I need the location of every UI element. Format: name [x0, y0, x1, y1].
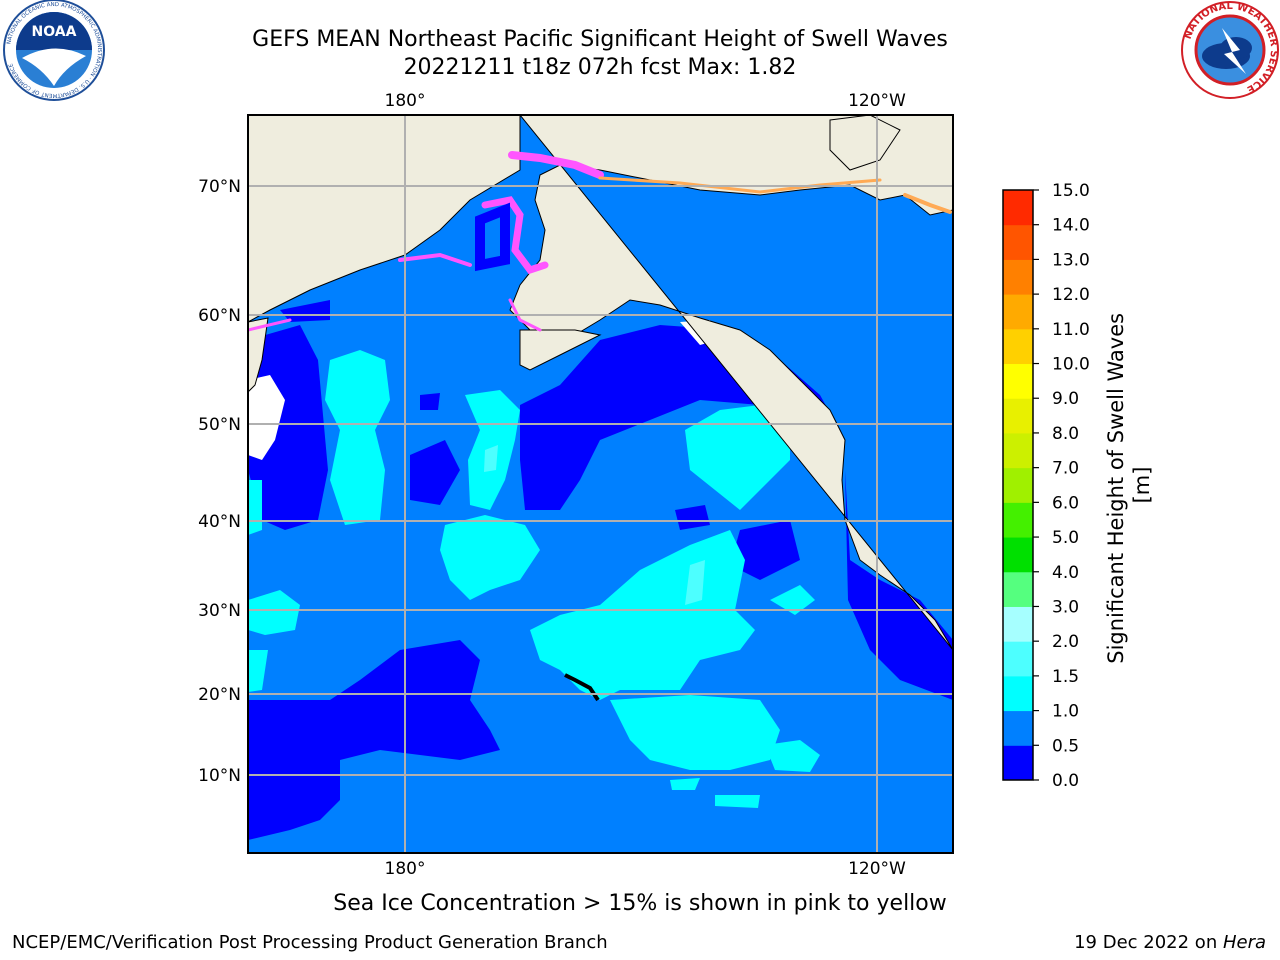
- colorbar-segment: [1003, 432, 1033, 469]
- colorbar-segment: [1003, 537, 1033, 573]
- lon-label-top-180: 180°: [385, 91, 426, 111]
- land-kamchatka: [248, 317, 269, 393]
- colorbar-segment: [1003, 328, 1033, 365]
- map-frame: [247, 114, 954, 854]
- footer-branch: NCEP/EMC/Verification Post Processing Pr…: [12, 932, 608, 953]
- land-alaska-peninsula: [519, 329, 602, 371]
- lat-label-60n: 60°N: [198, 306, 241, 326]
- swell-mid-areas: [248, 350, 820, 808]
- lon-label-bottom-120w: 120°W: [848, 859, 906, 879]
- colorbar-segment: [1003, 294, 1033, 330]
- colorbar-tick-label: 6.0: [1052, 493, 1079, 513]
- colorbar-segment: [1003, 467, 1033, 503]
- missing-data-area: [248, 375, 285, 460]
- chart-title: GEFS MEAN Northeast Pacific Significant …: [252, 27, 948, 52]
- colorbar-tick-label: 3.0: [1052, 597, 1079, 617]
- lon-label-bottom-180: 180°: [385, 859, 426, 879]
- noaa-logo: NOAA NATIONAL OCEANIC AND ATMOSPHERIC AD…: [3, 0, 105, 101]
- lat-label-70n: 70°N: [198, 177, 241, 197]
- lat-label-50n: 50°N: [198, 415, 241, 435]
- lat-label-20n: 20°N: [198, 685, 241, 705]
- colorbar-tick-label: 8.0: [1052, 424, 1079, 444]
- colorbar-segment: [1003, 641, 1033, 677]
- colorbar-tick-label: 0.5: [1052, 736, 1079, 756]
- colorbar-segment: [1003, 259, 1033, 295]
- footer-date: 19 Dec 2022 on Hera: [1074, 932, 1266, 953]
- colorbar-segment: [1003, 571, 1033, 607]
- colorbar-tick-label: 4.0: [1052, 563, 1079, 583]
- colorbar-tick-label: 15.0: [1052, 181, 1090, 201]
- colorbar-tick-label: 5.0: [1052, 528, 1079, 548]
- nws-logo: NATIONAL WEATHER SERVICE: [1181, 1, 1279, 99]
- swell-high-areas: [484, 445, 705, 605]
- colorbar-tick-label: 7.0: [1052, 459, 1079, 479]
- noaa-logo-text: NOAA: [32, 24, 77, 40]
- colorbar-tick-label: 14.0: [1052, 216, 1090, 236]
- colorbar-segment: [1003, 710, 1033, 746]
- land-arctic-island: [829, 115, 901, 171]
- colorbar-tick-label: 10.0: [1052, 355, 1090, 375]
- chart-subtitle: 20221211 t18z 072h fcst Max: 1.82: [403, 55, 797, 80]
- colorbar-tick-label: 2.0: [1052, 632, 1079, 652]
- colorbar-tick-label: 11.0: [1052, 320, 1090, 340]
- colorbar-label: Significant Height of Swell Waves [m]: [1104, 306, 1154, 664]
- colorbar-segment: [1003, 224, 1033, 260]
- colorbar-segment: [1003, 398, 1033, 434]
- colorbar-tick-label: 13.0: [1052, 250, 1090, 270]
- colorbar: 0.0 0.5 1.0 1.5 2.0 3.0 4.0 5.0 6.0 7.0 8.0 9.0 10.0…: [1002, 181, 1090, 791]
- colorbar-segment: [1003, 190, 1033, 226]
- colorbar-segment: [1003, 502, 1033, 538]
- colorbar-tick-label: 0.0: [1052, 771, 1079, 791]
- lon-label-top-120w: 120°W: [848, 91, 906, 111]
- colorbar-tick-label: 9.0: [1052, 389, 1079, 409]
- map-gridlines: [248, 115, 953, 853]
- sea-ice-areas: [248, 151, 952, 332]
- lat-label-10n: 10°N: [198, 766, 241, 786]
- colorbar-tick-label: 1.0: [1052, 702, 1079, 722]
- lat-label-30n: 30°N: [198, 601, 241, 621]
- colorbar-segment: [1003, 363, 1033, 399]
- colorbar-segment: [1003, 745, 1033, 781]
- colorbar-segment: [1003, 675, 1033, 712]
- colorbar-tick-label: 12.0: [1052, 285, 1090, 305]
- lat-label-40n: 40°N: [198, 512, 241, 532]
- colorbar-tick-label: 1.5: [1052, 667, 1079, 687]
- sea-ice-note: Sea Ice Concentration > 15% is shown in …: [333, 891, 947, 916]
- colorbar-segment: [1003, 606, 1033, 642]
- colorbar-frame: [1002, 189, 1034, 781]
